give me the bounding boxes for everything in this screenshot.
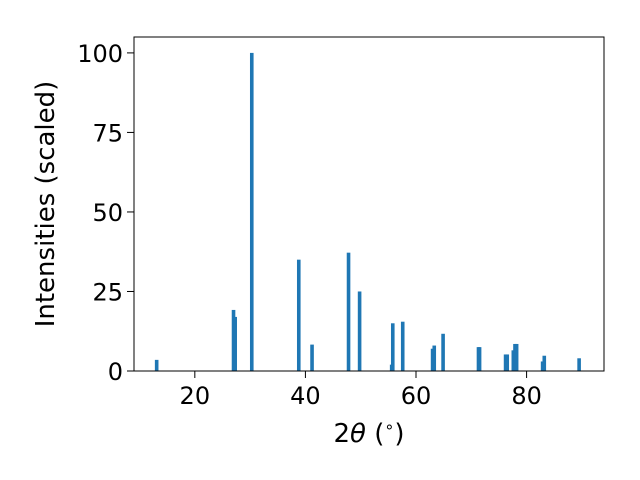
bar-13 xyxy=(441,333,445,371)
bar-9 xyxy=(390,323,395,371)
y-axis-label: Intensities (scaled) xyxy=(31,81,61,328)
x-axis-label: 2θ (∘) xyxy=(333,417,404,449)
x-ticks: 20 40 60 80 xyxy=(180,371,542,410)
x-axis-label-prefix: 2 xyxy=(333,419,350,449)
bars-group xyxy=(154,52,581,372)
y-ticks: 0 25 50 75 100 xyxy=(77,40,134,386)
bar-23 xyxy=(577,358,581,371)
y-tick-label-50: 50 xyxy=(92,199,123,227)
bar-5 xyxy=(310,344,314,371)
bar-4 xyxy=(296,259,301,371)
x-tick-label-60: 60 xyxy=(401,382,432,410)
x-axis-label-theta: θ xyxy=(350,419,366,449)
x-tick-label-80: 80 xyxy=(511,382,542,410)
bar-6 xyxy=(346,252,351,371)
bar-10 xyxy=(400,321,405,371)
x-tick-label-40: 40 xyxy=(290,382,321,410)
x-axis-label-open: ( xyxy=(366,419,384,449)
x-axis-label-degree: ∘ xyxy=(384,417,394,436)
bar-12 xyxy=(432,345,437,371)
y-tick-label-75: 75 xyxy=(92,119,123,147)
bar-15 xyxy=(477,347,482,371)
bar-7 xyxy=(357,291,362,371)
x-axis-label-close: ) xyxy=(394,419,404,449)
bar-22 xyxy=(542,355,547,371)
y-tick-label-0: 0 xyxy=(108,358,123,386)
x-tick-label-20: 20 xyxy=(180,382,211,410)
bar-17 xyxy=(505,354,510,371)
y-tick-label-25: 25 xyxy=(92,278,123,306)
bar-2 xyxy=(233,316,237,371)
plot-frame xyxy=(133,36,605,372)
bar-20 xyxy=(514,343,519,371)
y-tick-label-100: 100 xyxy=(77,40,123,68)
bar-0 xyxy=(154,359,159,371)
bar-3 xyxy=(249,52,254,372)
